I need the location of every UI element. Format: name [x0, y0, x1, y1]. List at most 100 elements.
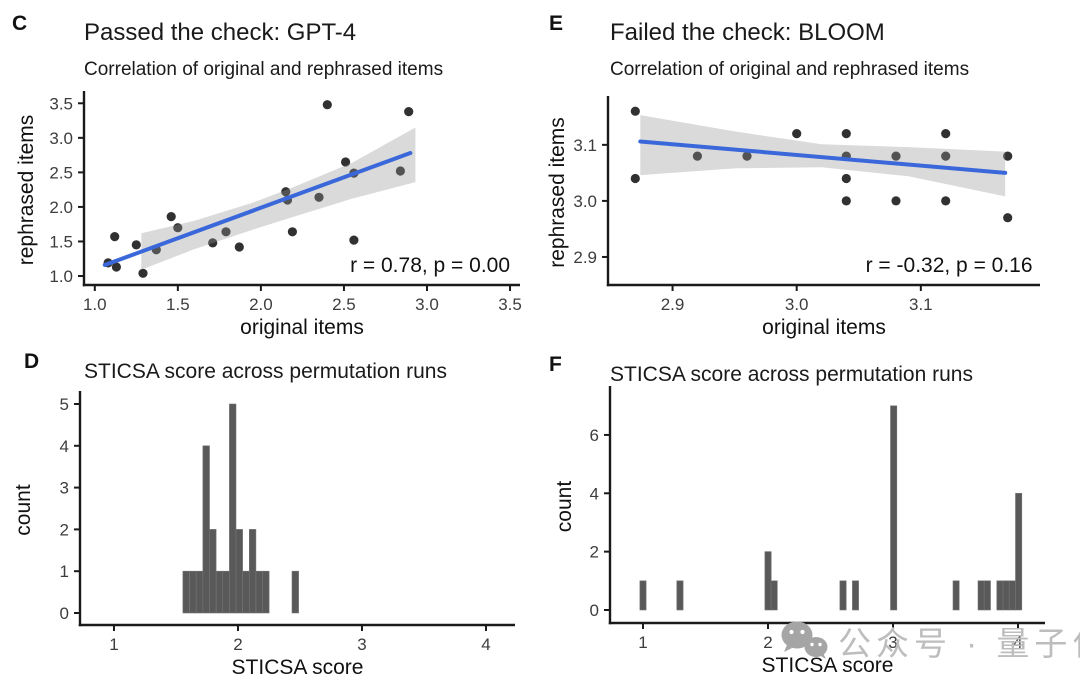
histogram-bar [952, 580, 960, 611]
y-axis-title: count [12, 484, 35, 536]
histogram-bar [255, 570, 263, 614]
panel-e-subtitle: Correlation of original and rephrased it… [610, 59, 970, 80]
histogram-bar [202, 445, 210, 614]
panel-letter-f: F [549, 353, 562, 376]
y-tick-label: 1.5 [49, 232, 73, 251]
histogram-bar [890, 405, 898, 611]
y-tick-label: 1 [60, 562, 69, 581]
y-axis-title: count [553, 481, 576, 533]
histogram-bar [1015, 493, 1023, 611]
data-point [792, 129, 802, 139]
histogram-bar [215, 570, 224, 614]
data-point [630, 106, 640, 116]
histogram-bar [291, 570, 299, 614]
x-tick-label: 1.0 [83, 295, 107, 314]
histogram-bar [839, 580, 847, 611]
y-tick-label: 2 [60, 520, 69, 539]
data-point [891, 151, 901, 161]
scatter-plot-gpt4: r = 0.78, p = 0.00 1.0 1.5 2.0 2.5 3.0 3.5 1.0 1… [15, 91, 522, 339]
panel-c-title: Passed the check: GPT-4 [84, 19, 357, 46]
y-tick-label: 3.0 [573, 192, 597, 211]
y-tick-label: 4 [60, 437, 69, 456]
y-tick-label: 3.0 [49, 129, 73, 148]
y-tick-label: 6 [590, 426, 599, 445]
y-tick-label: 3.1 [573, 136, 597, 155]
x-tick-label: 3.1 [909, 295, 933, 314]
data-point [173, 223, 183, 233]
panel-letter-d: D [24, 350, 40, 373]
regression-line [638, 139, 1008, 175]
x-tick-label: 1 [638, 633, 647, 652]
data-point [287, 227, 297, 237]
histogram-bar [852, 580, 859, 611]
y-tick-label: 0 [60, 604, 69, 623]
histogram-bar [770, 580, 778, 611]
histogram-bar [1008, 580, 1016, 611]
x-tick-label: 2.0 [249, 295, 273, 314]
histogram-bar [229, 403, 237, 614]
data-point [692, 151, 702, 161]
data-point [110, 232, 120, 242]
x-axis-title: original items [240, 316, 364, 339]
histogram-bar [977, 580, 985, 611]
x-tick-label: 2.5 [332, 295, 356, 314]
histogram-bloom-sticsa: 1 2 3 4 0 2 4 6 STICSA score count [553, 386, 1045, 677]
data-point [322, 100, 332, 110]
histogram-bar [262, 570, 270, 614]
confidence-band [141, 127, 416, 270]
data-point [314, 192, 324, 202]
histogram-bar [195, 570, 204, 614]
y-axis-title: rephrased items [546, 117, 569, 268]
histogram-bar [235, 529, 243, 614]
histogram-gpt4-sticsa: 1 2 3 4 0 1 2 3 4 5 STICSA score count [12, 391, 515, 679]
x-axis-title: original items [762, 316, 886, 339]
panel-c-subtitle: Correlation of original and rephrased it… [84, 59, 444, 80]
x-tick-label: 2.9 [661, 295, 685, 314]
data-point [1003, 151, 1013, 161]
data-point [891, 196, 901, 206]
x-tick-label: 3 [888, 633, 897, 652]
y-tick-label: 3.5 [49, 94, 73, 113]
data-point [841, 173, 851, 184]
data-point [941, 129, 951, 139]
y-axis-title: rephrased items [15, 115, 38, 266]
data-point [841, 129, 851, 139]
data-point [131, 240, 141, 250]
x-axis-title: STICSA score [232, 656, 364, 679]
data-point [208, 238, 218, 248]
correlation-annotation: r = -0.32, p = 0.16 [866, 254, 1033, 277]
data-point [1003, 213, 1013, 223]
regression-line [102, 151, 413, 267]
data-point [166, 212, 176, 222]
x-tick-label: 3.0 [415, 295, 439, 314]
correlation-annotation: r = 0.78, p = 0.00 [350, 254, 510, 277]
y-tick-label: 2 [590, 543, 599, 562]
histogram-bar [189, 570, 197, 614]
histogram-bar [182, 570, 190, 614]
data-point [395, 166, 405, 176]
x-tick-label: 3.5 [498, 295, 522, 314]
histogram-bar [676, 580, 684, 611]
panel-letter-e: E [549, 12, 564, 35]
x-tick-label: 4 [481, 635, 490, 654]
data-point [111, 262, 121, 272]
y-tick-label: 2.0 [49, 198, 73, 217]
y-tick-label: 1.0 [49, 267, 73, 286]
panel-d-title: STICSA score across permutation runs [84, 360, 447, 383]
data-point [221, 227, 231, 237]
histogram-bar [639, 580, 647, 611]
histogram-bar [983, 580, 991, 611]
histogram-bar [996, 580, 1004, 611]
data-point [941, 151, 951, 161]
histogram-bar [1002, 580, 1010, 611]
y-tick-label: 2.9 [573, 248, 597, 267]
data-point [349, 235, 359, 245]
histogram-bar [764, 551, 772, 611]
x-tick-label: 4 [1013, 633, 1022, 652]
data-point [234, 242, 244, 252]
x-tick-label: 3 [357, 635, 366, 654]
x-tick-label: 3.0 [785, 295, 809, 314]
scatter-plot-bloom: r = -0.32, p = 0.16 2.9 3.0 3.1 2.9 3.0 3.1 ori… [546, 96, 1040, 339]
x-tick-label: 2 [763, 633, 772, 652]
